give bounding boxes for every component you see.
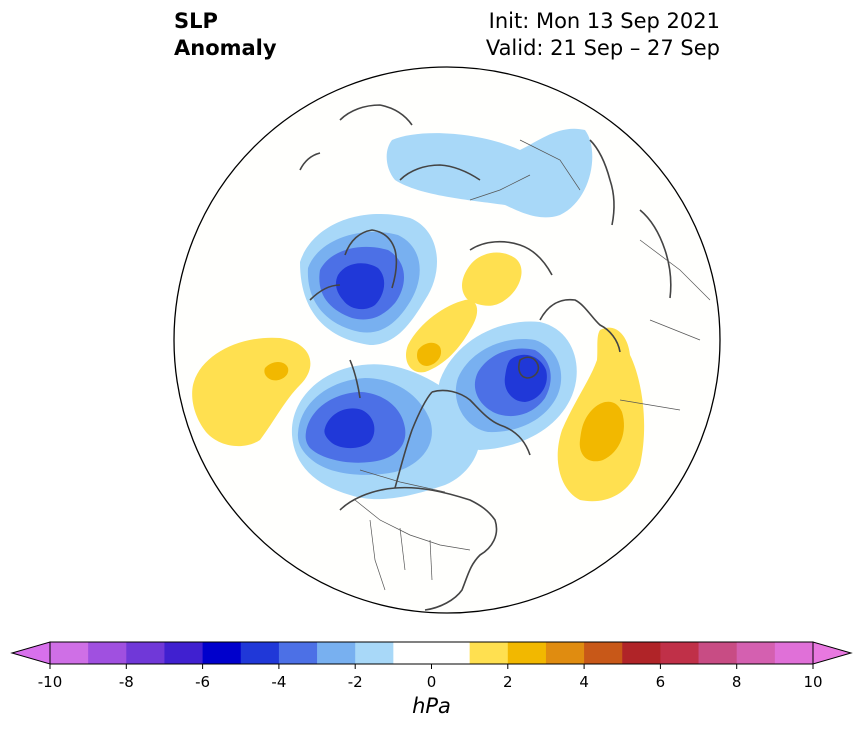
title-type: Anomaly [174,36,277,60]
anomaly-arctic-high [405,299,478,373]
colorbar-cell [50,642,89,664]
title-variable: SLP [174,9,218,33]
colorbar-extend-low [10,641,51,665]
colorbar-cell [355,642,394,664]
colorbar-cell [736,642,776,664]
colorbar-tick-label: -6 [195,673,210,690]
colorbar-tick-label: 10 [803,673,822,690]
colorbar-tick-label: -4 [271,673,286,690]
title-left: SLP Anomaly [174,8,277,62]
colorbar-tick-label: 4 [579,673,589,690]
colorbar-cell [774,642,814,664]
colorbar-cell [88,642,127,664]
colorbar: -10 -8 -6 -4 -2 0 2 4 6 8 10 [10,641,853,690]
colorbar-cell [126,642,165,664]
colorbar-cell [660,642,700,664]
anomaly-pacific-high [192,337,311,447]
colorbar-tick-label: 2 [503,673,513,690]
colorbar-tick-label: -8 [119,673,134,690]
anomaly-atlantic-high [557,327,645,502]
colorbar-unit: hPa [412,694,451,718]
anomaly-siberia-negative [386,128,593,218]
map-boundary [173,66,721,614]
polar-map [173,66,721,614]
colorbar-tick-label: 0 [427,673,437,690]
colorbar-cell [545,642,585,664]
anomaly-barents-high [462,252,522,306]
colorbar-cell [202,642,242,664]
init-date: Init: Mon 13 Sep 2021 [488,9,720,33]
colorbar-tick-label: 8 [732,673,742,690]
colorbar-cell [507,642,547,664]
colorbar-cell [393,642,432,664]
borders [354,139,711,591]
colorbar-tick-label: -2 [348,673,363,690]
colorbar-cell [164,642,204,664]
anomaly-europe-low [300,214,437,345]
colorbar-tick-label: 6 [656,673,666,690]
colorbar-cell [698,642,738,664]
colorbar-cell [584,642,623,664]
valid-range: Valid: 21 Sep – 27 Sep [485,36,720,60]
colorbar-cell [622,642,661,664]
anomaly-alaska-low [291,364,481,500]
colorbar-cell [278,642,318,664]
coastlines [299,104,672,611]
colorbar-cell [469,642,509,664]
colorbar-cell [317,642,356,664]
colorbar-extend-high [812,641,853,665]
colorbar-tick-label: -10 [38,673,63,690]
anomaly-greenland-low [437,321,577,450]
colorbar-cell [240,642,280,664]
title-right: Init: Mon 13 Sep 2021 Valid: 21 Sep – 27… [486,8,720,62]
colorbar-cell [431,642,471,664]
